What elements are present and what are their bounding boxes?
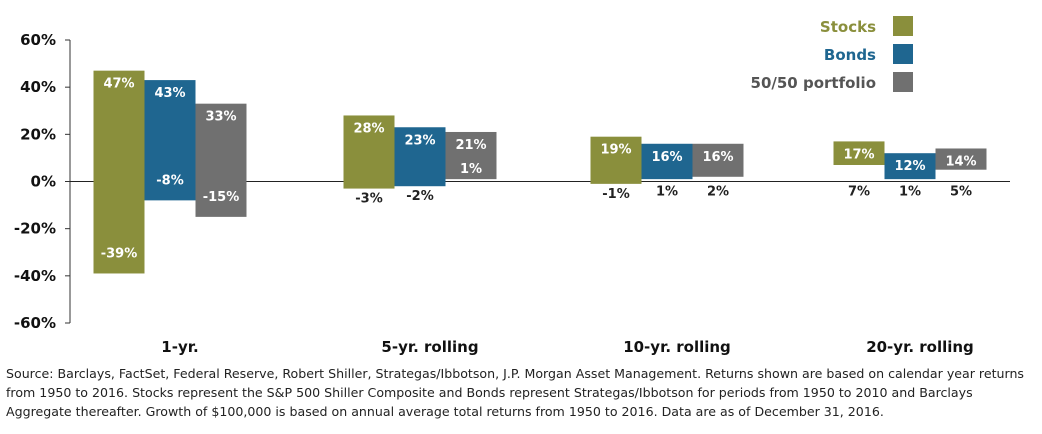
bar-2-0 xyxy=(195,103,247,217)
chart-svg: 60% 40% 20% 0% -20% -40% -60% 47% -39% 28% -3% 19% -… xyxy=(14,16,1010,356)
category-label: 20-yr. rolling xyxy=(866,338,974,356)
data-label-low: -2% xyxy=(406,189,433,204)
y-tick-label: 60% xyxy=(20,31,56,49)
data-label-low: 7% xyxy=(848,185,870,200)
range-of-returns-chart: 60% 40% 20% 0% -20% -40% -60% 47% -39% 28% -3% 19% -… xyxy=(14,16,1010,356)
bar-1-2 xyxy=(641,143,693,180)
data-label-high: 16% xyxy=(702,150,733,165)
category-label: 5-yr. rolling xyxy=(381,338,478,356)
data-label-high: 21% xyxy=(455,138,486,153)
data-label-high: 47% xyxy=(103,77,134,92)
bar-1-0 xyxy=(144,80,196,201)
data-label-high: 33% xyxy=(205,110,236,125)
data-label-low: 1% xyxy=(656,185,678,200)
data-label-high: 43% xyxy=(154,86,185,101)
data-label-low: 1% xyxy=(460,162,482,177)
category-label: 10-yr. rolling xyxy=(623,338,731,356)
data-label-low: -8% xyxy=(156,173,183,188)
bar-0-1 xyxy=(343,115,395,189)
y-tick-label: -40% xyxy=(14,267,56,285)
y-tick-label: 40% xyxy=(20,78,56,96)
bar-1-3 xyxy=(884,153,936,180)
data-label-high: 14% xyxy=(945,154,976,169)
bar-0-2 xyxy=(590,136,642,184)
bar-2-3 xyxy=(935,148,987,170)
legend-swatch xyxy=(893,72,913,92)
data-label-high: 23% xyxy=(404,133,435,148)
legend-swatch xyxy=(893,44,913,64)
data-label-high: 28% xyxy=(353,121,384,136)
y-tick-label: 20% xyxy=(20,125,56,143)
data-label-high: 16% xyxy=(651,150,682,165)
y-tick-label: 0% xyxy=(31,173,56,191)
bar-1-1 xyxy=(394,127,446,187)
data-label-low: 5% xyxy=(950,185,972,200)
data-label-low: -15% xyxy=(203,190,240,205)
data-label-high: 12% xyxy=(894,159,925,174)
data-label-high: 17% xyxy=(843,147,874,162)
legend-label: 50/50 portfolio xyxy=(751,74,876,92)
data-label-low: -3% xyxy=(355,192,382,207)
y-tick-label: -60% xyxy=(14,314,56,332)
category-label: 1-yr. xyxy=(161,338,198,356)
legend-label: Stocks xyxy=(820,18,876,36)
bar-2-1 xyxy=(445,131,497,180)
y-tick-label: -20% xyxy=(14,220,56,238)
source-note: Source: Barclays, FactSet, Federal Reser… xyxy=(6,366,1024,419)
legend-swatch xyxy=(893,16,913,36)
data-label-low: 2% xyxy=(707,185,729,200)
bar-0-0 xyxy=(93,70,145,274)
bar-2-2 xyxy=(692,143,744,177)
bar-0-3 xyxy=(833,141,885,165)
data-label-high: 19% xyxy=(600,143,631,158)
data-label-low: -1% xyxy=(602,187,629,202)
legend-label: Bonds xyxy=(824,46,876,64)
data-label-low: -39% xyxy=(101,246,138,261)
data-label-low: 1% xyxy=(899,185,921,200)
